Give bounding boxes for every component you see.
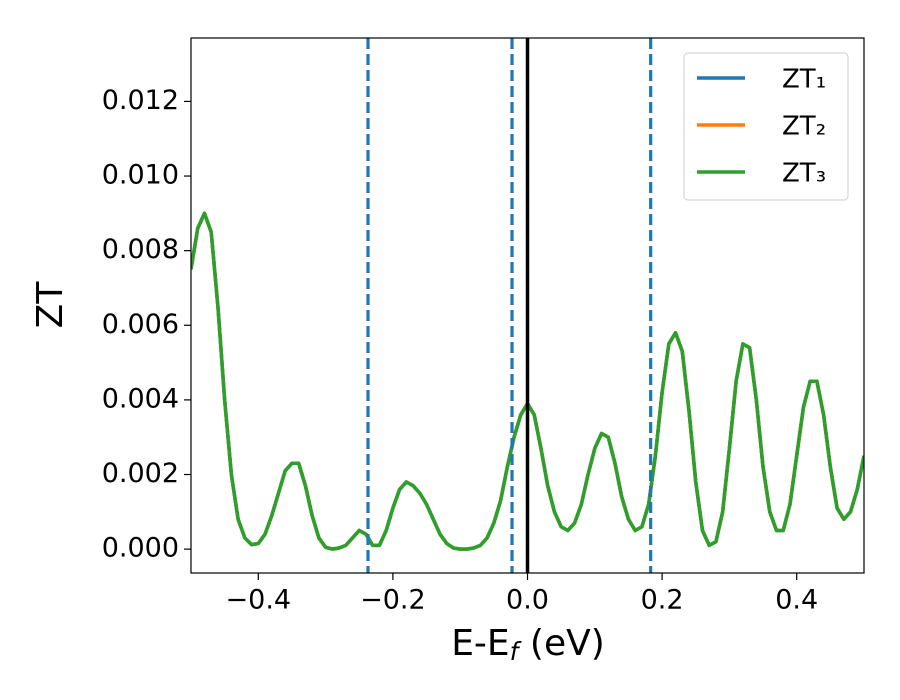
x-axis-label: E-Ef (eV) [451, 623, 605, 666]
y-tick-label: 0.004 [102, 383, 179, 414]
legend-label: ZT₃ [782, 159, 826, 189]
y-tick-label: 0.002 [102, 458, 179, 489]
y-tick-label: 0.010 [102, 160, 179, 191]
plot-frame [190, 37, 865, 574]
legend-label: ZT₂ [782, 112, 826, 142]
x-label-tail: (eV) [518, 623, 604, 664]
y-tick-label: 0.012 [102, 85, 179, 116]
x-tick-label: 0.4 [775, 585, 818, 616]
x-tick-label: −0.4 [226, 585, 292, 616]
x-tick-label: 0.2 [641, 585, 684, 616]
x-tick-label: −0.2 [360, 585, 426, 616]
x-tick-label: 0.0 [506, 585, 549, 616]
y-axis-label: ZT [30, 281, 71, 329]
legend-label: ZT₁ [782, 65, 826, 95]
x-label-main: E-E [451, 623, 509, 664]
y-tick-label: 0.006 [102, 309, 179, 340]
y-tick-label: 0.008 [102, 234, 179, 265]
y-tick-label: 0.000 [102, 533, 179, 564]
legend-box [683, 52, 849, 201]
plot-area [191, 38, 864, 573]
